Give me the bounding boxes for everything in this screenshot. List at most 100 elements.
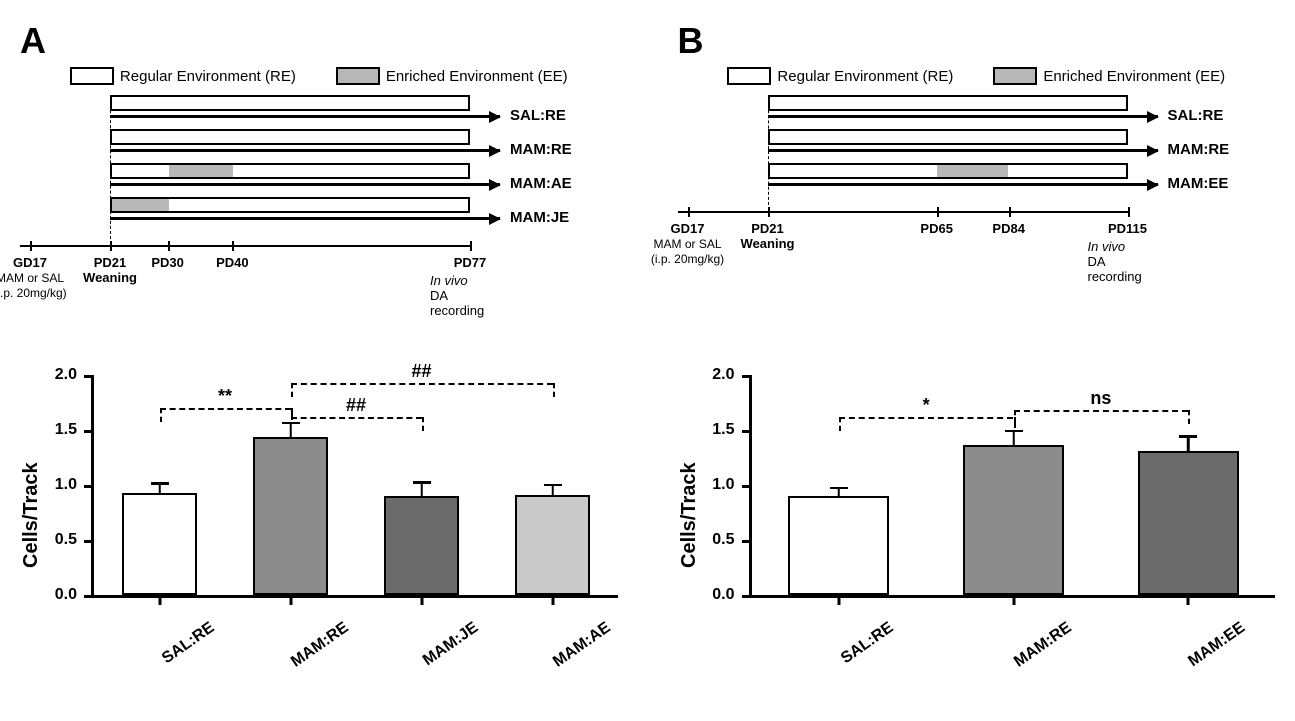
error-bar [1012, 431, 1015, 445]
timeline-segment [770, 165, 937, 177]
timeline-row: MAM:EE [768, 163, 1218, 179]
significance-bracket-leg [160, 408, 162, 422]
error-bar [420, 483, 423, 496]
timeline-row-label: MAM:RE [510, 141, 572, 158]
timeline-row: MAM:RE [768, 129, 1218, 145]
timeline-segment [1008, 165, 1125, 177]
chart-bar [1138, 451, 1239, 595]
tick [1009, 207, 1011, 217]
tick-label: GD17MAM or SAL(i.p. 20mg/kg) [651, 221, 724, 266]
plot-b: SAL:REMAM:REMAM:EE*ns [752, 375, 1276, 598]
error-cap [1005, 430, 1023, 433]
timeline-bar [110, 163, 470, 179]
timeline-bar [110, 197, 470, 213]
legend-swatch-re-b [727, 67, 771, 85]
chart-bar [384, 496, 460, 595]
arrow-head-icon [489, 145, 501, 157]
legend-label-re: Regular Environment (RE) [120, 68, 296, 85]
y-tick-label: 1.5 [55, 421, 77, 439]
arrow-line [768, 115, 1158, 118]
y-axis-label-b: Cells/Track [678, 375, 701, 655]
timeline-bar [768, 163, 1128, 179]
y-tick-label: 1.0 [712, 476, 734, 494]
x-category-label: MAM:AE [550, 619, 614, 671]
legend-item-re: Regular Environment (RE) [70, 67, 296, 85]
tick [768, 207, 770, 217]
arrow-head-icon [1147, 111, 1159, 123]
timeline-row: SAL:RE [768, 95, 1218, 111]
panel-a-label: A [20, 20, 618, 62]
x-category-label: SAL:RE [158, 619, 217, 668]
timeline-x-axis: GD17MAM or SAL(i.p. 20mg/kg)PD21WeaningP… [20, 245, 470, 247]
y-tick-label: 1.5 [712, 421, 734, 439]
y-tick [84, 485, 94, 488]
legend-swatch-ee [336, 67, 380, 85]
error-cap [282, 422, 300, 425]
timeline-segment [112, 97, 468, 109]
x-tick [420, 595, 423, 605]
error-bar [1187, 437, 1190, 451]
chart-bar [515, 495, 591, 595]
timeline-segment [770, 131, 1126, 143]
panel-a-legend: Regular Environment (RE) Enriched Enviro… [20, 67, 618, 85]
significance-bracket-leg [1014, 410, 1016, 424]
y-tick-label: 2.0 [55, 366, 77, 384]
tick-label: PD21Weaning [83, 255, 137, 285]
panel-b-legend: Regular Environment (RE) Enriched Enviro… [678, 67, 1276, 85]
significance-bracket-leg [291, 383, 293, 397]
y-tick-label: 2.0 [712, 366, 734, 384]
legend-item-ee-b: Enriched Environment (EE) [993, 67, 1225, 85]
panel-a-chart: Cells/Track 0.00.51.01.52.0 SAL:REMAM:RE… [20, 375, 618, 655]
timeline-row-label: MAM:EE [1168, 175, 1229, 192]
x-category-label: MAM:RE [1011, 619, 1075, 671]
timeline-row-label: SAL:RE [1168, 107, 1224, 124]
x-category-label: MAM:EE [1185, 619, 1248, 671]
tick-label: PD115 [1108, 221, 1147, 236]
recording-label: In vivo DA recording [1088, 239, 1142, 284]
significance-label: ## [411, 361, 431, 382]
y-axis-label-a: Cells/Track [20, 375, 43, 655]
y-tick [742, 540, 752, 543]
tick [110, 241, 112, 251]
error-bar [289, 423, 292, 436]
y-tick [84, 595, 94, 598]
timeline-row: MAM:AE [110, 163, 560, 179]
tick [30, 241, 32, 251]
x-category-label: MAM:JE [419, 619, 481, 670]
significance-label: ** [218, 386, 232, 407]
legend-label-ee-b: Enriched Environment (EE) [1043, 68, 1225, 85]
y-tick-label: 0.0 [712, 586, 734, 604]
timeline-segment [169, 165, 233, 177]
error-cap [413, 481, 431, 484]
chart-bar [963, 445, 1064, 595]
legend-label-ee: Enriched Environment (EE) [386, 68, 568, 85]
timeline-segment [233, 165, 468, 177]
arrow-line [768, 183, 1158, 186]
tick [168, 241, 170, 251]
tick-label: PD65 [920, 221, 953, 236]
panel-a-timeline: SAL:REMAM:REMAM:AEMAM:JEGD17MAM or SAL(i… [20, 95, 618, 295]
tick-label: PD77 [454, 255, 487, 270]
legend-label-re-b: Regular Environment (RE) [777, 68, 953, 85]
timeline-bar [110, 129, 470, 145]
significance-bracket [839, 417, 1014, 419]
panel-b-label: B [678, 20, 1276, 62]
timeline-row-label: MAM:JE [510, 209, 569, 226]
y-tick [742, 375, 752, 378]
significance-bracket [291, 417, 422, 419]
arrow-head-icon [1147, 145, 1159, 157]
significance-label: * [923, 395, 930, 416]
timeline-bar [768, 95, 1128, 111]
timeline-bar [110, 95, 470, 111]
arrow-head-icon [1147, 179, 1159, 191]
arrow-head-icon [489, 213, 501, 225]
error-bar [551, 485, 554, 495]
x-tick [1187, 595, 1190, 605]
recording-label: In vivo DA recording [430, 273, 484, 318]
x-category-label: MAM:RE [288, 619, 352, 671]
significance-bracket [291, 383, 553, 385]
tick [937, 207, 939, 217]
y-axis-b: 0.00.51.01.52.0 [709, 375, 752, 595]
x-tick [837, 595, 840, 605]
y-tick [84, 430, 94, 433]
